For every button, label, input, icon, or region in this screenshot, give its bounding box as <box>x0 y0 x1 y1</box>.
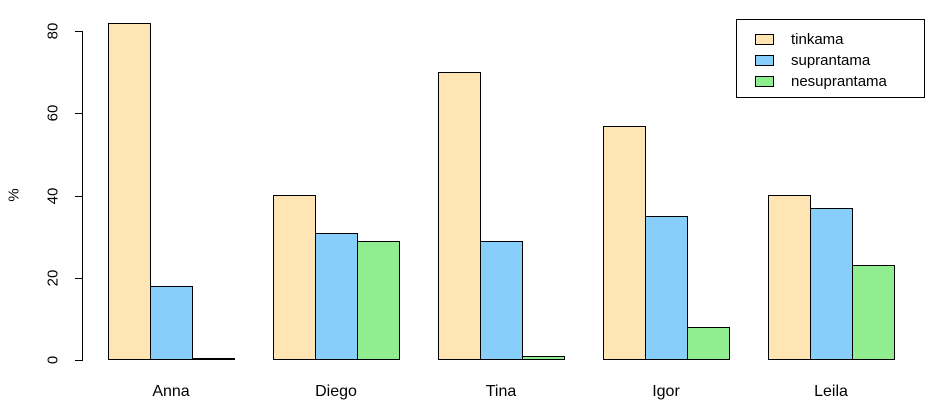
bar-suprantama-diego <box>315 233 358 360</box>
legend-label-suprantama: suprantama <box>791 52 871 69</box>
y-tick-mark <box>75 360 82 361</box>
bar-nesuprantama-igor <box>687 327 730 360</box>
legend-swatch-suprantama <box>755 55 774 66</box>
y-tick-mark <box>75 277 82 279</box>
legend-row-tinkama: tinkama <box>737 29 924 50</box>
legend-label-tinkama: tinkama <box>791 31 844 48</box>
bar-tinkama-diego <box>273 195 316 360</box>
bar-suprantama-igor <box>645 216 688 360</box>
y-tick-mark <box>75 31 82 32</box>
legend-box: tinkama suprantama nesuprantama <box>736 19 925 98</box>
legend-row-nesuprantama: nesuprantama <box>737 71 924 92</box>
x-category-label-igor: Igor <box>652 383 680 400</box>
bar-suprantama-leila <box>810 208 853 360</box>
bar-nesuprantama-diego <box>357 241 400 360</box>
x-category-label-tina: Tina <box>485 383 517 400</box>
legend-label-nesuprantama: nesuprantama <box>791 73 887 90</box>
y-tick-label: 20 <box>44 269 62 287</box>
y-tick-label: 40 <box>44 187 62 204</box>
legend-swatch-nesuprantama <box>755 76 774 87</box>
bar-suprantama-anna <box>150 286 193 360</box>
y-tick-mark <box>75 113 82 115</box>
bar-nesuprantama-tina <box>522 356 565 360</box>
y-tick-mark <box>75 195 82 197</box>
legend-swatch-tinkama <box>755 34 774 45</box>
y-axis-title: % <box>5 188 23 202</box>
y-tick-label: 80 <box>44 22 62 40</box>
legend-row-suprantama: suprantama <box>737 50 924 71</box>
y-tick-label: 60 <box>44 104 62 122</box>
x-category-label-leila: Leila <box>814 383 848 400</box>
x-category-label-anna: Anna <box>152 383 190 400</box>
bar-nesuprantama-anna <box>192 358 235 360</box>
bar-tinkama-leila <box>768 195 811 360</box>
x-category-label-diego: Diego <box>315 383 357 400</box>
bar-nesuprantama-leila <box>852 265 895 360</box>
bar-tinkama-anna <box>108 23 151 360</box>
bar-tinkama-igor <box>603 126 646 360</box>
y-tick-label: 0 <box>44 355 62 365</box>
y-axis-line <box>82 31 83 361</box>
bar-suprantama-tina <box>480 241 523 360</box>
bar-tinkama-tina <box>438 72 481 360</box>
